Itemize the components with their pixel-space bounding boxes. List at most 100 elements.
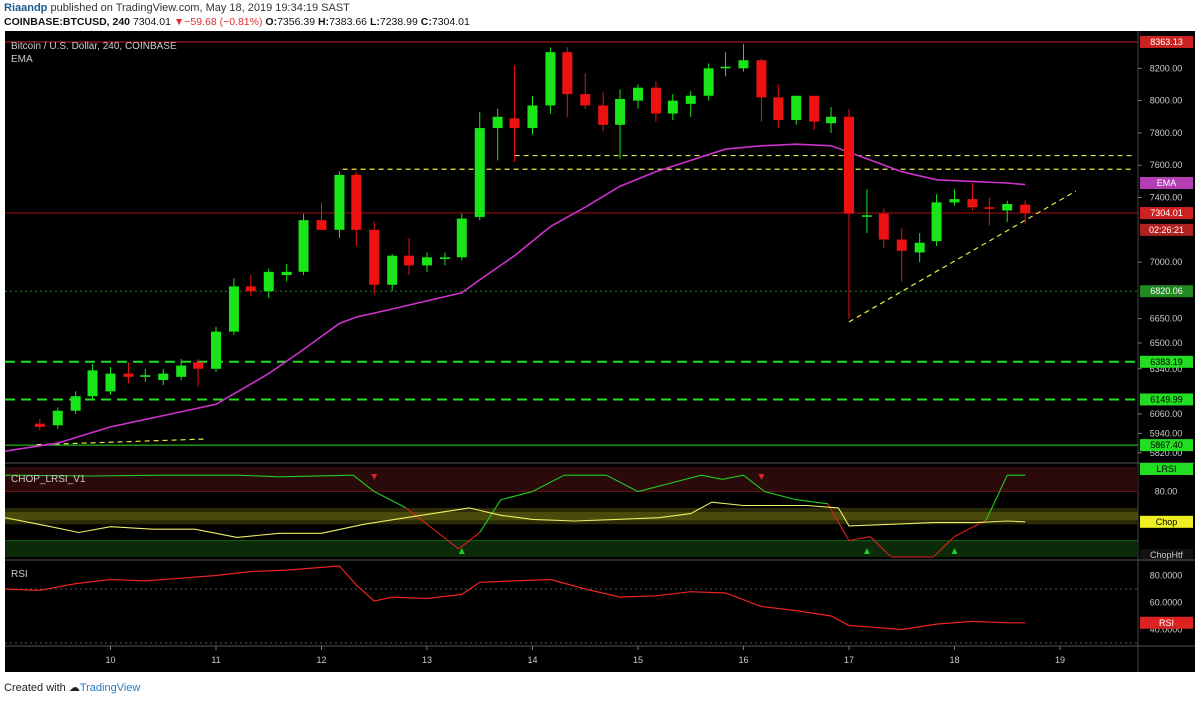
chop-title: CHOP_LRSI_V1 [11, 474, 86, 485]
candle-body[interactable] [703, 68, 714, 96]
price-tick-label: 6500.00 [1150, 338, 1183, 348]
candle-body[interactable] [843, 116, 854, 214]
chart-canvas[interactable]: 8200.00 8000.00 7800.00 7600.00 7400.00 7000.… [5, 31, 1195, 672]
candle-body[interactable] [931, 202, 942, 242]
tradingview-brand[interactable]: TradingView [79, 682, 141, 694]
lrsi-line [458, 532, 481, 550]
time-tick-label: 10 [105, 655, 115, 665]
candle-body[interactable] [210, 331, 221, 369]
candle-body[interactable] [404, 255, 415, 266]
candle-body[interactable] [738, 60, 749, 69]
candle-body[interactable] [263, 271, 274, 292]
candle-body[interactable] [387, 255, 398, 285]
candle-body[interactable] [439, 257, 450, 259]
candle-body[interactable] [650, 87, 661, 114]
lrsi-line [985, 474, 1008, 521]
chart-background [5, 31, 1195, 672]
rsi-badge: RSI [1159, 618, 1174, 628]
candle-body[interactable] [228, 286, 239, 332]
axis-badge: EMA [1157, 178, 1177, 188]
candle-body[interactable] [914, 242, 925, 253]
candle-body[interactable] [474, 128, 485, 217]
candle-body[interactable] [984, 207, 995, 209]
candle-body[interactable] [281, 271, 292, 276]
close-label: C: [420, 16, 432, 28]
high-value: 7383.66 [329, 16, 368, 28]
chop-oversold-band [5, 540, 1138, 557]
candle-body[interactable] [527, 105, 538, 129]
candle-body[interactable] [580, 94, 591, 106]
ema-legend: EMA [11, 54, 33, 65]
candle-body[interactable] [334, 174, 345, 230]
author-name[interactable]: Riaandp [4, 2, 48, 14]
sell-marker-icon [371, 474, 378, 480]
candle-body[interactable] [949, 199, 960, 203]
buy-marker-icon [951, 548, 958, 554]
axis-badge-bg [1140, 223, 1193, 236]
candle-body[interactable] [52, 410, 63, 426]
candle-body[interactable] [1002, 204, 1013, 211]
chop-badge-bg [1140, 515, 1193, 528]
candle-body[interactable] [34, 423, 45, 427]
candle-body[interactable] [245, 286, 256, 292]
candle-body[interactable] [492, 116, 503, 129]
candle-body[interactable] [967, 199, 978, 208]
high-label: H: [317, 16, 330, 28]
level-label-bg [1140, 207, 1193, 220]
candle-body[interactable] [87, 370, 98, 397]
level-label-bg [1140, 285, 1193, 298]
candle-body[interactable] [562, 52, 573, 95]
candle-body[interactable] [298, 220, 309, 272]
main-pane[interactable]: 8200.00 8000.00 7800.00 7600.00 7400.00 7000.… [5, 31, 1195, 672]
lrsi-line [954, 519, 987, 538]
candle-body[interactable] [720, 66, 731, 69]
candle-body[interactable] [667, 100, 678, 114]
candle-body[interactable] [70, 396, 81, 411]
candle-body[interactable] [140, 375, 151, 377]
candle-body[interactable] [632, 87, 643, 101]
low-label: L: [369, 16, 380, 28]
open-value: 7356.39 [277, 16, 316, 28]
candle-body[interactable] [809, 95, 820, 122]
candle-body[interactable] [685, 95, 696, 104]
candle-body[interactable] [351, 174, 362, 230]
candle-body[interactable] [615, 99, 626, 125]
candle-body[interactable] [509, 118, 520, 129]
time-axis[interactable]: 10 11 12 13 14 15 16 17 18 19 [105, 646, 1065, 665]
lrsi-line [764, 491, 797, 501]
candle-body[interactable] [756, 60, 767, 98]
candle-body[interactable] [598, 105, 609, 125]
candle-body[interactable] [123, 373, 134, 377]
candle-body[interactable] [176, 365, 187, 377]
candle-body[interactable] [456, 218, 467, 258]
candle-body[interactable] [896, 239, 907, 251]
candle-body[interactable] [421, 257, 432, 266]
candle-body[interactable] [193, 362, 204, 369]
time-tick-label: 16 [738, 655, 748, 665]
candle-body[interactable] [773, 97, 784, 120]
price-tick-label: 7800.00 [1150, 128, 1183, 138]
candle-body[interactable] [791, 95, 802, 120]
chop-overbought-band [5, 467, 1138, 492]
lrsi-line [5, 474, 90, 477]
price-tick-label: 7000.00 [1150, 257, 1183, 267]
candle-body[interactable] [316, 220, 327, 230]
candle-body[interactable] [826, 116, 837, 124]
level-label: 5867.40 [1150, 440, 1183, 450]
publish-header: Riaandp published on TradingView.com, Ma… [0, 0, 1200, 28]
candle-body[interactable] [878, 213, 889, 240]
lrsi-line [722, 474, 744, 480]
candle-body[interactable] [369, 229, 380, 285]
rsi-title: RSI [11, 569, 28, 580]
candle-body[interactable] [1020, 204, 1031, 214]
lrsi-line [437, 532, 459, 550]
candle-body[interactable] [545, 52, 556, 106]
lrsi-line [869, 536, 892, 558]
lrsi-line [279, 474, 354, 478]
candle-body[interactable] [861, 215, 872, 217]
candle-body[interactable] [105, 373, 116, 392]
lrsi-badge-bg [1140, 463, 1193, 475]
candle-body[interactable] [158, 373, 169, 381]
